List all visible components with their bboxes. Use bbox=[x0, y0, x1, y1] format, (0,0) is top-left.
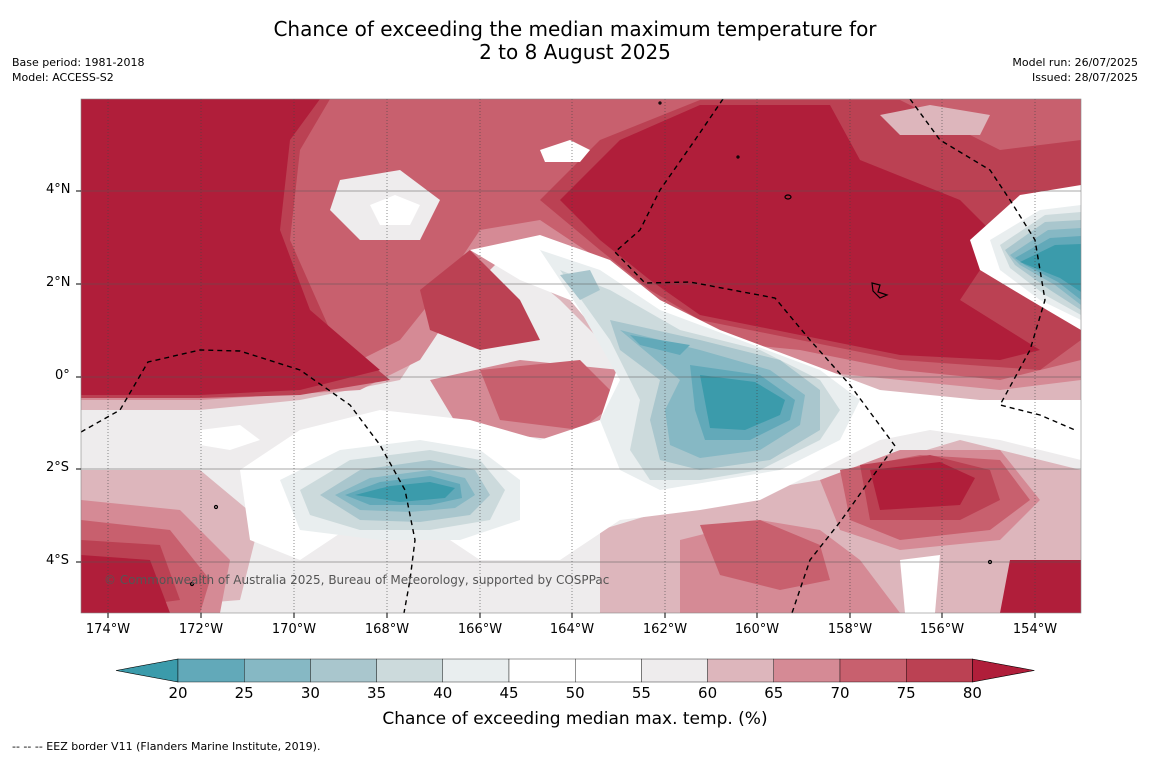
colorbar-segment bbox=[773, 658, 841, 683]
lon-label: 170°W bbox=[271, 622, 317, 637]
lat-label: 2°N bbox=[46, 275, 71, 290]
colorbar-tick-label: 45 bbox=[499, 684, 519, 702]
axis-ticks bbox=[76, 190, 1036, 618]
title-line-2: 2 to 8 August 2025 bbox=[479, 40, 671, 64]
colorbar-tick-label: 30 bbox=[300, 684, 320, 702]
colorbar-segment bbox=[707, 658, 774, 683]
lat-label: 4°N bbox=[46, 182, 71, 197]
colorbar-title: Chance of exceeding median max. temp. (%… bbox=[382, 709, 768, 729]
colorbar-tick-label: 75 bbox=[896, 684, 916, 702]
model-run: Model run: 26/07/2025 bbox=[1012, 56, 1138, 69]
colorbar-tick-label: 80 bbox=[962, 684, 982, 702]
colorbar-segment bbox=[641, 658, 708, 683]
lon-label: 160°W bbox=[734, 622, 780, 637]
lat-label: 2°S bbox=[46, 460, 70, 475]
map-field bbox=[81, 99, 1081, 613]
lon-label: 174°W bbox=[85, 622, 131, 637]
issued-date: Issued: 28/07/2025 bbox=[1031, 71, 1138, 84]
eez-borders bbox=[81, 99, 1076, 613]
base-period: Base period: 1981-2018 bbox=[12, 56, 145, 69]
eez-legend: -- -- -- EEZ border V11 (Flanders Marine… bbox=[12, 740, 321, 753]
colorbar-tick-label: 50 bbox=[565, 684, 585, 702]
lon-label: 164°W bbox=[549, 622, 595, 637]
lon-label: 162°W bbox=[642, 622, 688, 637]
chart-title: Chance of exceeding the median maximum t… bbox=[0, 18, 1150, 64]
colorbar-segment bbox=[906, 658, 973, 683]
colorbar-arrow-low bbox=[115, 658, 179, 683]
colorbar-tick-label: 20 bbox=[168, 684, 188, 702]
title-line-1: Chance of exceeding the median maximum t… bbox=[273, 17, 877, 41]
colorbar-tick-label: 40 bbox=[433, 684, 453, 702]
colorbar-tick-label: 65 bbox=[764, 684, 784, 702]
lon-label: 158°W bbox=[827, 622, 873, 637]
meta-left: Base period: 1981-2018 Model: ACCESS-S2 bbox=[12, 55, 144, 85]
colorbar-arrow-high bbox=[972, 658, 1035, 683]
lon-label: 156°W bbox=[919, 622, 965, 637]
meta-right: Model run: 26/07/2025 Issued: 28/07/2025 bbox=[1012, 55, 1138, 85]
colorbar-segment bbox=[177, 658, 245, 683]
colorbar-tick-label: 70 bbox=[830, 684, 850, 702]
lat-label: 4°S bbox=[46, 553, 70, 568]
colorbar-tick-label: 25 bbox=[234, 684, 254, 702]
copyright-notice: © Commonwealth of Australia 2025, Bureau… bbox=[104, 573, 610, 587]
map-frame bbox=[80, 98, 1082, 614]
lon-label: 166°W bbox=[457, 622, 503, 637]
model-name: Model: ACCESS-S2 bbox=[12, 71, 114, 84]
colorbar-segment bbox=[442, 658, 510, 683]
colorbar-segment bbox=[508, 658, 576, 683]
lon-label: 168°W bbox=[364, 622, 410, 637]
islands bbox=[189, 101, 993, 587]
colorbar-segment bbox=[575, 658, 642, 683]
lon-label: 154°W bbox=[1012, 622, 1058, 637]
colorbar-tick-label: 60 bbox=[698, 684, 718, 702]
colorbar-tick-label: 55 bbox=[631, 684, 651, 702]
colorbar-tick-label: 35 bbox=[367, 684, 387, 702]
colorbar-segment bbox=[839, 658, 907, 683]
lon-label: 172°W bbox=[178, 622, 224, 637]
colorbar-segment bbox=[243, 658, 311, 683]
lat-label: 0° bbox=[55, 368, 70, 383]
colorbar bbox=[115, 658, 1035, 683]
colorbar-segment bbox=[376, 658, 444, 683]
colorbar-segment bbox=[310, 658, 377, 683]
latitude-lines bbox=[81, 190, 1081, 563]
